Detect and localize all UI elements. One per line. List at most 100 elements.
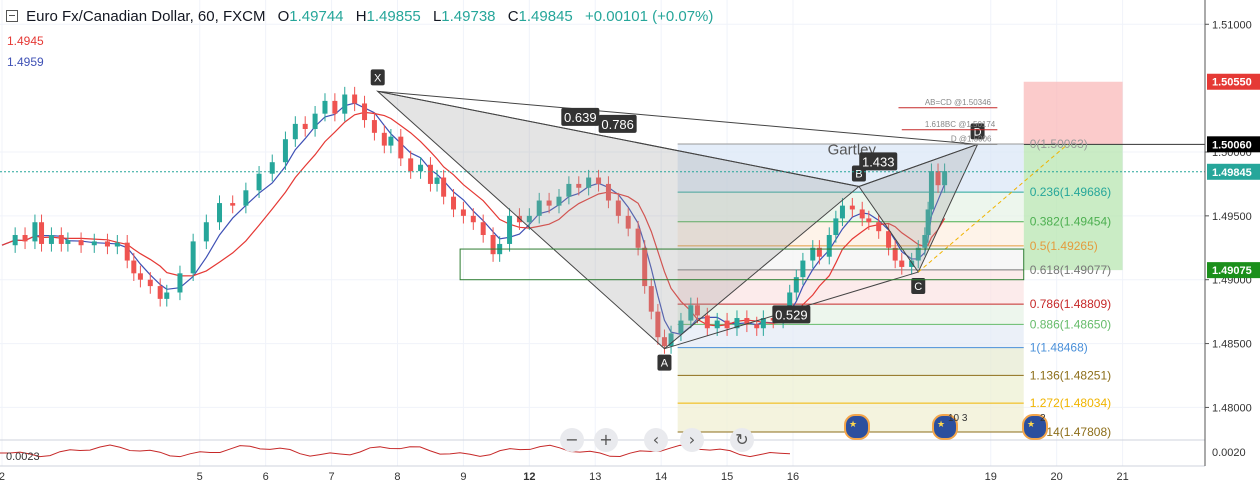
x-tick-label: 21: [1116, 471, 1128, 483]
flag-icon: ★: [849, 420, 858, 430]
chevron-right-icon: ›: [688, 430, 696, 449]
candle-body: [668, 333, 674, 347]
candle-body: [177, 273, 183, 293]
ratio-label: 0.786: [601, 117, 634, 132]
candle-body: [507, 215, 513, 244]
candle-body: [164, 292, 170, 299]
close-key: C: [507, 8, 519, 25]
price-badge: [1207, 136, 1260, 153]
scroll-left-button[interactable]: ‹: [644, 428, 668, 452]
candle-body: [451, 196, 457, 210]
zoom-in-button[interactable]: +: [594, 428, 618, 452]
candle-body: [470, 215, 476, 223]
candle-body: [724, 320, 730, 329]
fib-level-label: 0.382(1.49454): [1030, 215, 1111, 229]
projection-label: 1.618BC @1.50174: [925, 120, 996, 129]
scroll-right-button[interactable]: ›: [680, 428, 704, 452]
candle-body: [91, 241, 97, 246]
candle-body: [839, 205, 845, 219]
pattern-point-badge: [970, 123, 985, 140]
candle-body: [381, 132, 387, 146]
pattern-point-badge: [911, 278, 926, 295]
candle-body: [704, 315, 710, 329]
candle-body: [362, 103, 368, 121]
x-tick-label: 16: [787, 471, 799, 483]
candle-body: [434, 177, 440, 184]
take-profit-zone: [1023, 144, 1123, 271]
x-tick-label: 12: [523, 471, 535, 483]
candle-body: [876, 222, 882, 232]
candle-body: [642, 247, 648, 287]
candle-body: [925, 209, 931, 236]
ratio-badge: [772, 305, 811, 324]
economic-event-icon[interactable]: ★: [932, 414, 958, 440]
candle-body: [849, 205, 855, 210]
candle-body: [744, 318, 750, 325]
price-badge-label: 1.49845: [1212, 167, 1252, 179]
candle-body: [243, 190, 249, 206]
candle-body: [203, 222, 209, 242]
candle-body: [688, 305, 694, 321]
candle-body: [734, 318, 740, 329]
open-value: 1.49744: [289, 8, 344, 25]
candle-body: [886, 231, 892, 248]
zoom-out-button[interactable]: −: [560, 428, 584, 452]
economic-event-icon[interactable]: ★: [1022, 414, 1048, 440]
support-zone-rect: [459, 248, 1025, 281]
candle-body: [810, 247, 816, 261]
fib-level-label: 0.886(1.48650): [1030, 317, 1111, 331]
reset-icon: ↻: [735, 430, 749, 449]
ratio-badge: [859, 152, 898, 171]
candle-body: [352, 94, 358, 104]
candle-body: [398, 136, 404, 159]
economic-event-icon[interactable]: ★: [844, 414, 870, 440]
candle-body: [859, 209, 865, 219]
change-value: +0.00101 (+0.07%): [584, 8, 714, 25]
candle-body: [586, 177, 592, 188]
candle-body: [648, 286, 654, 312]
pattern-point-label: X: [374, 72, 382, 84]
x-tick-label: 15: [721, 471, 733, 483]
x-tick-label: 20: [1051, 471, 1063, 483]
candle-body: [635, 228, 641, 248]
candle-body: [556, 196, 562, 206]
candle-body: [217, 203, 223, 223]
open-key: O: [277, 8, 290, 25]
fib-level-label: 0.786(1.48809): [1030, 297, 1111, 311]
y-tick-label: 1.51000: [1212, 19, 1252, 31]
candle-body: [12, 235, 18, 246]
projection-dashed-line: [917, 143, 1068, 273]
candle-body: [371, 120, 377, 133]
candle-body: [928, 171, 934, 210]
candle-body: [190, 241, 196, 274]
candle-body: [566, 183, 572, 197]
low-value: 1.49738: [441, 8, 496, 25]
x-tick-label: 9: [460, 471, 466, 483]
candle-body: [754, 324, 760, 329]
candle-body: [302, 123, 308, 129]
oscillator-axis-label: 0.0020: [1212, 447, 1246, 459]
candle-body: [596, 177, 602, 184]
price-badge: [1207, 262, 1260, 279]
pattern-xb-line: [377, 90, 860, 187]
candle-body: [826, 235, 832, 257]
flag-icon: ★: [937, 420, 946, 430]
candle-body: [605, 183, 611, 201]
candle-body: [418, 164, 424, 172]
candle-body: [460, 209, 466, 216]
fib-band: [677, 324, 1024, 348]
collapse-legend-icon[interactable]: [6, 10, 18, 22]
candle-body: [256, 173, 262, 191]
flag-icon: ★: [1027, 420, 1036, 430]
x-tick-label: 6: [263, 471, 269, 483]
price-badge-label: 1.49075: [1212, 265, 1252, 277]
candle-body: [39, 222, 45, 244]
pattern-xd-line: [377, 90, 978, 145]
x-tick-label: 14: [655, 471, 667, 483]
projection-label: AB=CD @1.50346: [925, 98, 992, 107]
ma-red-value: 1.4945: [7, 34, 44, 48]
reset-chart-button[interactable]: ↻: [730, 428, 754, 452]
pattern-bd-line: [858, 143, 978, 187]
candle-body: [147, 279, 153, 287]
